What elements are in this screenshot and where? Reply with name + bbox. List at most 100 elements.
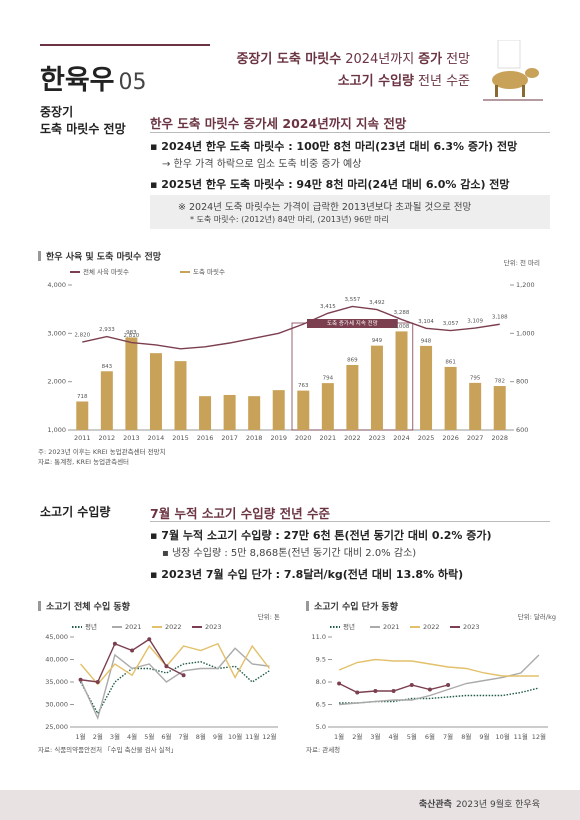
y-tick-label: 6.5: [316, 701, 326, 709]
legend-label: 평년: [85, 622, 97, 631]
marker: [130, 648, 135, 653]
data-label: 795: [470, 375, 481, 381]
text: 2023년 7월 수입 단가 : 7.8달러/kg(전년 대비 13.8% 하락…: [161, 568, 464, 581]
legend-label: 평년: [343, 622, 355, 631]
source: 자료: 관세청: [306, 745, 340, 754]
note-box: [150, 195, 550, 229]
data-label: 3,109: [467, 319, 483, 325]
x-tick-label: 4월: [127, 732, 137, 741]
x-tick-label: 6월: [425, 732, 435, 741]
text: 냉장 수입량 : 5만 8,868톤(전년 동기간 대비 2.0% 감소): [171, 548, 417, 559]
marker: [95, 680, 100, 684]
marker: [446, 683, 451, 687]
bar: [248, 396, 261, 430]
cow-body: [492, 71, 528, 89]
legend-label: 2022: [423, 623, 440, 631]
legend-label: 2022: [165, 623, 182, 631]
y-tick-label: 1,000: [516, 329, 535, 337]
series-line: [79, 647, 270, 721]
bullet: ▪ 2024년 한우 도축 마릿수 : 100만 8천 마리(23년 대비 6.…: [150, 140, 518, 153]
x-tick-label: 2018: [246, 434, 263, 442]
x-tick-label: 2027: [467, 434, 484, 442]
bullet: ▪ 2025년 한우 도축 마릿수 : 94만 8천 마리(24년 대비 6.0…: [150, 178, 510, 191]
data-label: 2,933: [99, 327, 115, 333]
annotation-tag: [307, 319, 398, 328]
bar: [469, 382, 482, 430]
y-tick-label: 3,000: [47, 329, 66, 337]
section-label: 소고기 수입량: [40, 505, 111, 519]
source: 자료: 식품의약품안전처 「수입 축산물 검사 실적」: [38, 745, 177, 754]
bar: [125, 337, 138, 430]
bullet: ▪ 2023년 7월 수입 단가 : 7.8달러/kg(전년 대비 13.8% …: [150, 568, 464, 581]
x-tick-label: 5월: [144, 732, 154, 741]
x-tick-label: 2024: [393, 434, 410, 442]
y-tick-label: 2,000: [47, 378, 66, 386]
data-label: 3,188: [492, 315, 508, 321]
hl: 소고기 수입량: [337, 74, 415, 89]
data-label: 763: [298, 383, 309, 389]
x-tick-label: 2013: [123, 434, 140, 442]
series-line: [339, 687, 540, 704]
bar: [420, 345, 433, 430]
note: 주: 2023년 이후는 KREI 농업관측센터 전망치: [38, 447, 166, 456]
y-tick-label: 600: [516, 426, 528, 434]
bar: [395, 331, 408, 430]
unit: 단위: 달러/kg: [518, 612, 556, 621]
hl: 증가: [418, 52, 443, 67]
x-tick-label: 10월: [228, 732, 242, 741]
data-label: 843: [102, 364, 113, 370]
bar: [100, 371, 113, 430]
y-tick-label: 9.5: [316, 656, 326, 664]
footer-band: [0, 790, 580, 820]
marker: [181, 673, 186, 678]
x-tick-label: 10월: [495, 732, 509, 741]
bar: [223, 394, 236, 430]
hl: 전년 수준: [418, 74, 470, 89]
y-tick-label: 30,000: [45, 701, 68, 709]
text: 2024년 한우 도축 마릿수 : 100만 8천 마리(23년 대비 6.3%…: [161, 140, 518, 153]
bar: [370, 345, 383, 430]
x-tick-label: 2016: [197, 434, 214, 442]
text: 2025년 한우 도축 마릿수 : 94만 8천 마리(24년 대비 6.0% …: [161, 178, 510, 191]
marker: [355, 690, 360, 695]
title-marker: [38, 251, 41, 261]
section-heading: 7월 누적 소고기 수입량 전년 수준: [150, 506, 330, 521]
x-tick-label: 2023: [369, 434, 386, 442]
y-tick-label: 11.0: [312, 633, 326, 641]
legend-label: 2021: [383, 623, 400, 631]
y-tick-label: 4,000: [47, 281, 66, 289]
legend-label: 전체 사육 마릿수: [83, 267, 129, 276]
rule: [150, 521, 550, 522]
x-tick-label: 7월: [179, 732, 189, 741]
marker: [147, 637, 152, 642]
data-label: 3,057: [443, 321, 459, 327]
y-tick-label: 25,000: [45, 723, 68, 731]
rule: [40, 44, 210, 46]
title-number: 05: [118, 70, 147, 95]
x-tick-label: 11월: [514, 732, 528, 741]
chart: 한우 사육 및 도축 마릿수 전망 단위: 천 마리 주: 2023년 이후는 …: [38, 251, 540, 466]
x-tick-label: 9월: [479, 732, 489, 741]
x-tick-label: 12월: [262, 732, 276, 741]
y-tick-label: 1,000: [47, 426, 66, 434]
marker: [427, 687, 432, 692]
y-tick-label: 40,000: [45, 656, 68, 664]
leg: [495, 85, 498, 97]
x-tick-label: 2020: [295, 434, 312, 442]
chart: 소고기 전체 수입 동향 단위: 톤 자료: 식품의약품안전처 「수입 축산물 …: [38, 601, 280, 754]
bar: [174, 361, 187, 430]
data-label: 3,104: [418, 319, 434, 325]
marker: [391, 689, 396, 693]
barn: [497, 40, 521, 69]
x-tick-label: 8월: [196, 732, 206, 741]
data-label: 948: [421, 338, 432, 344]
x-tick-label: 11월: [245, 732, 259, 741]
bullet: ▪ 7월 누적 소고기 수입량 : 27만 6천 톤(전년 동기간 대비 0.2…: [150, 529, 492, 542]
marker: [112, 641, 117, 646]
data-label: 3,492: [369, 300, 385, 306]
hl: 중장기 도축 마릿수: [236, 52, 342, 67]
y-tick-label: 35,000: [45, 678, 68, 686]
unit: 단위: 톤: [258, 612, 280, 621]
footer-text: 축산관측: [418, 800, 452, 810]
